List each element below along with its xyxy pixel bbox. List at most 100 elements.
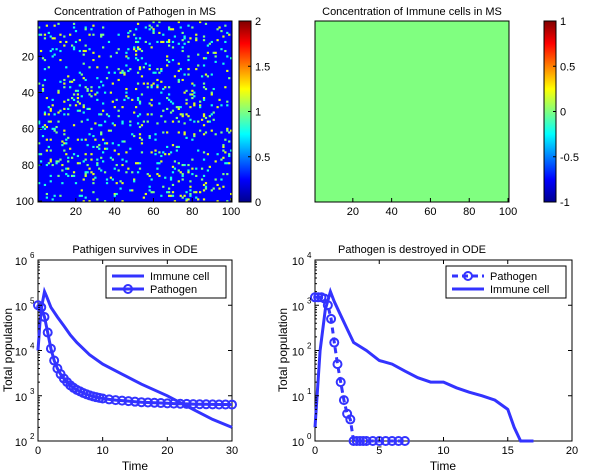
heatmap-cell bbox=[129, 120, 132, 123]
heatmap-cell bbox=[121, 140, 124, 143]
heatmap-cell bbox=[136, 162, 140, 165]
heatmap-cell bbox=[49, 174, 52, 177]
heatmap-cell bbox=[202, 133, 206, 136]
heatmap-cell bbox=[138, 162, 142, 165]
heatmap-cell bbox=[224, 162, 227, 165]
y-tick-exponent: 3 bbox=[30, 387, 35, 396]
x-tick-label: 80 bbox=[463, 206, 475, 218]
heatmap-cell bbox=[39, 33, 43, 36]
series-point bbox=[155, 398, 166, 409]
heatmap-cell bbox=[82, 104, 85, 107]
heatmap-cell bbox=[80, 120, 83, 123]
heatmap-cell bbox=[189, 194, 192, 197]
heatmap-cell bbox=[177, 21, 180, 24]
heatmap-cell bbox=[183, 91, 186, 94]
heatmap-cell bbox=[135, 106, 138, 109]
heatmap-cell bbox=[167, 191, 171, 194]
y-tick-exponent: 1 bbox=[307, 387, 312, 396]
series-point bbox=[358, 436, 369, 446]
heatmap-cell bbox=[177, 106, 180, 109]
heatmap-cell bbox=[43, 124, 47, 127]
heatmap-cell bbox=[135, 28, 138, 31]
heatmap-cell bbox=[125, 55, 128, 58]
heatmap-cell bbox=[160, 68, 163, 71]
heatmap-cell bbox=[57, 111, 60, 114]
heatmap-cell bbox=[208, 165, 211, 168]
heatmap-cell bbox=[214, 55, 217, 58]
heatmap-cell bbox=[76, 138, 80, 141]
heatmap-cell bbox=[204, 87, 208, 91]
heatmap-cell bbox=[138, 66, 142, 69]
series-point bbox=[36, 302, 47, 313]
heatmap-cell bbox=[90, 86, 93, 89]
heatmap-cell bbox=[100, 113, 103, 116]
heatmap-cell bbox=[57, 91, 60, 94]
heatmap-cell bbox=[158, 151, 161, 154]
heatmap-cell bbox=[125, 151, 128, 154]
y-tick-base: 10 bbox=[292, 437, 304, 449]
heatmap-cell bbox=[183, 194, 186, 197]
heatmap-cell bbox=[226, 129, 229, 132]
heatmap-cell bbox=[191, 89, 194, 92]
heatmap-cell bbox=[177, 120, 180, 123]
heatmap-cell bbox=[127, 31, 130, 34]
heatmap-cell bbox=[115, 182, 118, 185]
colorbar-tick-label: 1.5 bbox=[255, 61, 270, 73]
heatmap-cell bbox=[158, 71, 161, 74]
heatmap-cell bbox=[187, 40, 190, 44]
heatmap-cell bbox=[224, 138, 227, 141]
heatmap-cell bbox=[156, 40, 159, 44]
heatmap-cell bbox=[65, 138, 68, 141]
heatmap-cell bbox=[63, 142, 66, 145]
heatmap-cell bbox=[142, 66, 145, 69]
heatmap-cell bbox=[63, 149, 66, 152]
heatmap-cell bbox=[150, 98, 153, 101]
heatmap-cell bbox=[135, 40, 138, 44]
heatmap-cell bbox=[202, 124, 206, 127]
heatmap-cell bbox=[136, 98, 140, 101]
heatmap-cell bbox=[181, 78, 184, 82]
heatmap-cell bbox=[226, 200, 229, 203]
heatmap-cell bbox=[59, 194, 62, 197]
heatmap-cell bbox=[152, 28, 155, 31]
heatmap-cell bbox=[135, 37, 138, 40]
heatmap-cell bbox=[123, 98, 126, 101]
heatmap-cell bbox=[45, 138, 48, 141]
heatmap-cell bbox=[152, 71, 155, 74]
heatmap-cell bbox=[107, 129, 111, 132]
heatmap-cell bbox=[49, 160, 52, 163]
heatmap-cell bbox=[105, 147, 109, 150]
heatmap-cell bbox=[212, 187, 215, 190]
y-tick-base: 10 bbox=[15, 392, 27, 404]
heatmap-cell bbox=[80, 95, 83, 98]
heatmap-cell bbox=[140, 57, 144, 60]
heatmap-cell bbox=[150, 151, 153, 154]
heatmap-cell bbox=[113, 124, 116, 127]
pathogen-heatmap-frame bbox=[37, 20, 233, 203]
heatmap-cell bbox=[84, 44, 87, 47]
heatmap-cell bbox=[173, 167, 177, 170]
heatmap-cell bbox=[195, 68, 198, 71]
heatmap-cell bbox=[206, 153, 210, 156]
heatmap-cell bbox=[199, 129, 202, 132]
heatmap-cell bbox=[156, 162, 159, 165]
heatmap-cell bbox=[119, 180, 122, 183]
heatmap-cell bbox=[111, 100, 114, 103]
heatmap-cell bbox=[84, 171, 87, 174]
heatmap-cell bbox=[129, 147, 132, 150]
heatmap-cell bbox=[166, 131, 169, 134]
heatmap-cell bbox=[78, 109, 81, 112]
heatmap-cell bbox=[152, 31, 155, 34]
heatmap-cell bbox=[123, 140, 126, 143]
heatmap-cell bbox=[65, 153, 68, 156]
heatmap-cell bbox=[206, 44, 210, 47]
heatmap-cell bbox=[220, 104, 223, 107]
heatmap-cell bbox=[129, 189, 132, 192]
heatmap-cell bbox=[175, 116, 178, 120]
heatmap-cell bbox=[67, 136, 70, 139]
heatmap-cell bbox=[183, 37, 186, 40]
x-tick-label: 15 bbox=[502, 445, 514, 457]
heatmap-cell bbox=[38, 26, 41, 29]
series-point bbox=[123, 396, 134, 407]
heatmap-cell bbox=[150, 113, 153, 116]
